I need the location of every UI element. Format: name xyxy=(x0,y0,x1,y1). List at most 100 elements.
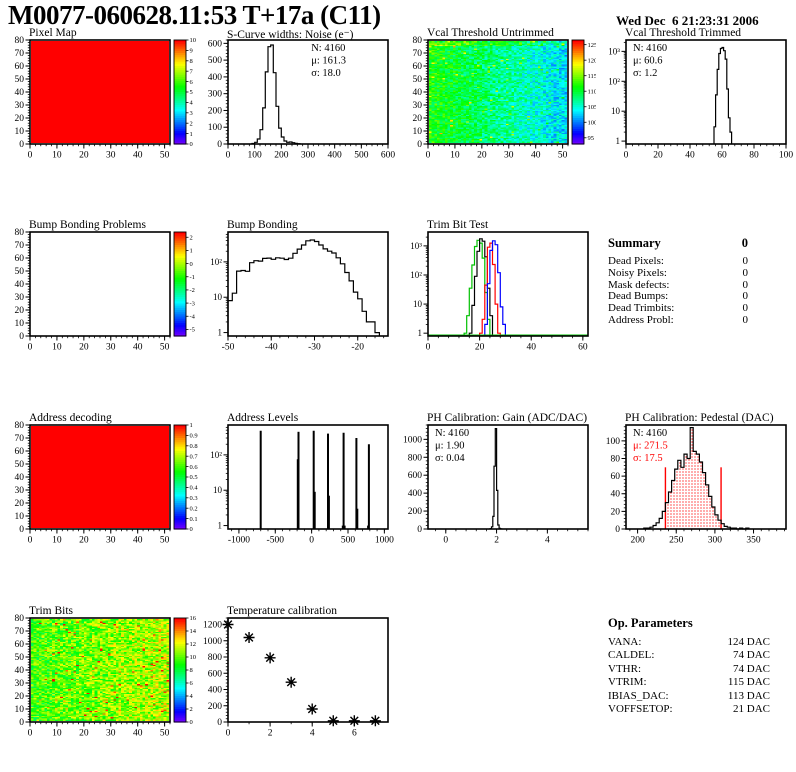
svg-text:20: 20 xyxy=(15,499,25,509)
svg-text:80: 80 xyxy=(611,454,621,464)
svg-text:20: 20 xyxy=(15,114,25,124)
svg-text:200: 200 xyxy=(208,106,223,116)
svg-text:50: 50 xyxy=(15,653,25,663)
svg-text:200: 200 xyxy=(208,702,223,712)
svg-text:2: 2 xyxy=(190,120,193,127)
svg-text:12: 12 xyxy=(190,641,197,648)
svg-text:3: 3 xyxy=(190,110,193,117)
svg-text:6: 6 xyxy=(190,680,194,687)
vcal-threshold-untrimmed-heatmap-canvas xyxy=(429,41,567,143)
svg-text:400: 400 xyxy=(328,151,343,161)
svg-text:-1000: -1000 xyxy=(228,536,250,546)
svg-text:0.7: 0.7 xyxy=(190,453,199,460)
plot-title-pixel-map: Pixel Map xyxy=(29,27,77,39)
svg-text:500: 500 xyxy=(208,56,223,66)
op-parameter-row-label: VTHR: xyxy=(608,662,641,675)
summary-row: Dead Trimbits: 0 xyxy=(606,302,796,315)
svg-text:6: 6 xyxy=(190,79,194,86)
vcal-threshold-untrimmed-plot-svg: 0 10 20 30 40 50 0 10 20 30 40 50 60 70 80 125 120 115 110… xyxy=(413,36,597,161)
svg-text:110: 110 xyxy=(588,88,597,95)
summary-row: Mask defects: 0 xyxy=(606,278,796,292)
op-parameter-row: VANA: 124 DAC xyxy=(606,636,796,649)
svg-text:40: 40 xyxy=(15,666,25,676)
summary-row-value: 0 xyxy=(742,290,749,303)
plot-temperature-calibration: Temperature calibration 0 2 4 6 0 200 400 600 800… xyxy=(200,604,396,754)
svg-text:7: 7 xyxy=(190,68,194,75)
svg-text:1: 1 xyxy=(218,328,223,338)
svg-text:5: 5 xyxy=(190,89,193,96)
op-parameter-row: VTRIM: 115 DAC xyxy=(606,676,796,689)
svg-text:40: 40 xyxy=(133,151,143,161)
svg-text:10: 10 xyxy=(213,485,223,495)
svg-text:40: 40 xyxy=(133,536,143,546)
svg-text:600: 600 xyxy=(208,39,223,49)
temperature-calibration-plot-svg: 0 2 4 6 0 200 400 600 800 1000 1200 xyxy=(203,617,389,739)
svg-text:0.1: 0.1 xyxy=(190,516,198,523)
svg-text:40: 40 xyxy=(133,343,143,353)
plot-title-bump-bonding-problems: Bump Bonding Problems xyxy=(29,219,146,231)
scurve-noise-plot-svg: 0 100 200 300 400 500 600 0 100 200 300 400 500 600 N:… xyxy=(208,39,395,161)
svg-text:30: 30 xyxy=(15,679,25,689)
address-decoding-plot-svg: 0 10 20 30 40 50 0 10 20 30 40 50 60 70 80 1 0.9 0.8 0.7 0.… xyxy=(15,421,199,546)
timestamp: Wed Dec 6 21:23:31 2006 xyxy=(616,13,759,28)
svg-text:20: 20 xyxy=(477,151,487,161)
plot-title-ph-gain: PH Calibration: Gain (ADC/DAC) xyxy=(427,412,588,424)
svg-text:10: 10 xyxy=(190,37,197,44)
summary-row: Noisy Pixels: 0 xyxy=(606,267,796,280)
plot-title-ph-pedestal: PH Calibration: Pedestal (DAC) xyxy=(625,412,774,424)
address-levels-plot-svg: -1000 -500 0 500 1000 1 10 10² xyxy=(210,424,394,546)
svg-text:60: 60 xyxy=(15,640,25,650)
svg-text:80: 80 xyxy=(749,151,759,161)
svg-text:0.2: 0.2 xyxy=(190,505,198,512)
svg-text:μ: 1.90: μ: 1.90 xyxy=(435,441,465,452)
svg-text:σ: 1.2: σ: 1.2 xyxy=(633,68,657,79)
svg-text:100: 100 xyxy=(588,119,597,126)
svg-text:20: 20 xyxy=(79,343,89,353)
op-parameter-row-label: VANA: xyxy=(608,636,642,648)
svg-text:40: 40 xyxy=(15,473,25,483)
svg-text:20: 20 xyxy=(15,306,25,316)
svg-text:0: 0 xyxy=(19,332,24,342)
svg-text:10: 10 xyxy=(213,292,223,302)
plot-title-temperature-calibration: Temperature calibration xyxy=(227,605,337,617)
svg-text:50: 50 xyxy=(15,267,25,277)
svg-text:0: 0 xyxy=(190,141,193,148)
svg-text:400: 400 xyxy=(208,73,223,83)
svg-text:0: 0 xyxy=(19,525,24,535)
plot-vcal-threshold-untrimmed: Vcal Threshold Untrimmed 0 10 20 30 40 50 0 10 20… xyxy=(400,26,597,176)
trim-bit-test-plot-svg: 0 20 40 60 1 10 10² 10³ xyxy=(410,231,589,353)
svg-text:2: 2 xyxy=(494,536,499,546)
svg-text:70: 70 xyxy=(15,627,25,637)
vcal-threshold-trimmed-plot-svg: 0 20 40 60 80 100 1 10 10² 10³ N: 4160 μ: 60.6σ: 1.… xyxy=(608,39,793,161)
svg-text:0: 0 xyxy=(426,343,431,353)
svg-text:10: 10 xyxy=(52,729,62,739)
op-parameter-row-value: 113 DAC xyxy=(727,689,770,702)
svg-text:0: 0 xyxy=(190,719,193,726)
svg-text:14: 14 xyxy=(190,628,197,635)
svg-text:20: 20 xyxy=(15,692,25,702)
plot-bump-bonding-problems: Bump Bonding Problems 0 10 20 30 40 50 0 10 20 30 4… xyxy=(2,218,198,368)
svg-text:60: 60 xyxy=(717,151,727,161)
svg-text:95: 95 xyxy=(588,135,595,142)
summary-title: Summary xyxy=(608,236,661,250)
plot-address-levels: Address Levels -1000 -500 0 500 1000 1 10 10² xyxy=(200,411,396,561)
svg-text:4: 4 xyxy=(310,729,315,739)
op-parameters-panel: Op. Parameters VANA: 124 DAC CALDEL: 74 DAC… xyxy=(606,616,796,716)
svg-text:30: 30 xyxy=(15,101,25,111)
svg-text:30: 30 xyxy=(504,151,514,161)
svg-text:300: 300 xyxy=(301,151,316,161)
svg-text:0: 0 xyxy=(217,140,222,150)
svg-text:1: 1 xyxy=(190,248,193,255)
svg-text:1000: 1000 xyxy=(203,637,222,647)
svg-text:40: 40 xyxy=(133,729,143,739)
plot-title-vcal-untrimmed: Vcal Threshold Untrimmed xyxy=(427,27,554,39)
svg-text:30: 30 xyxy=(15,293,25,303)
svg-text:8: 8 xyxy=(190,667,193,674)
plot-title-trim-bit-test: Trim Bit Test xyxy=(427,219,489,231)
summary-row-label: Dead Trimbits: xyxy=(608,302,675,315)
svg-text:0: 0 xyxy=(190,526,193,533)
page-title: M0077-060628.11:53 T+17a (C11) xyxy=(8,0,381,30)
summary-row-value: 0 xyxy=(742,278,749,291)
plot-title-vcal-trimmed: Vcal Threshold Trimmed xyxy=(625,27,742,39)
svg-text:125: 125 xyxy=(588,42,597,49)
